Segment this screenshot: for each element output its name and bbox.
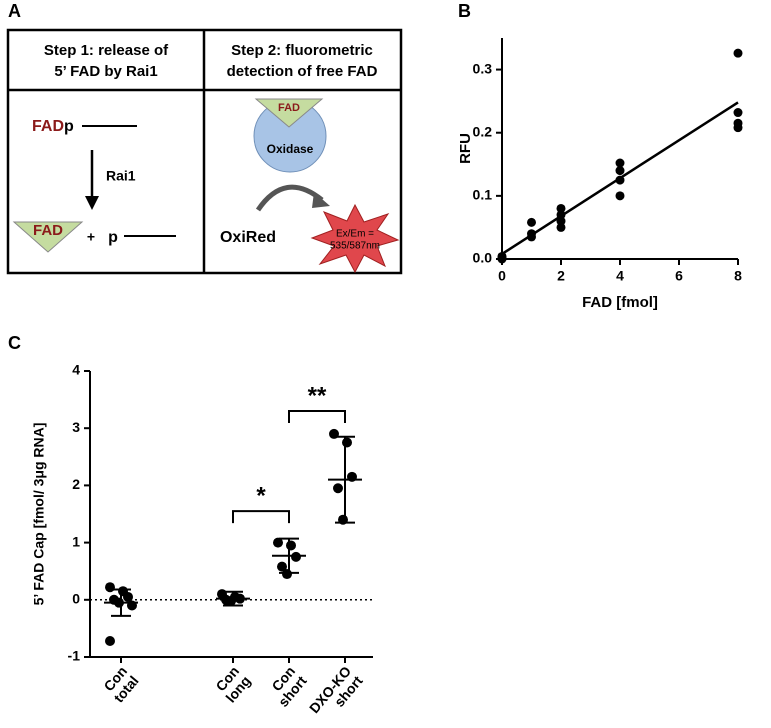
header: detection of free FAD bbox=[227, 63, 378, 80]
signal-label: Ex/Em = bbox=[336, 229, 374, 240]
x-tick-label: 2 bbox=[557, 268, 565, 284]
error-bar bbox=[111, 588, 131, 617]
y-tick-label: 3 bbox=[72, 419, 80, 435]
probe-label: OxiRed bbox=[220, 229, 276, 246]
significance-label: * bbox=[256, 482, 266, 509]
point bbox=[556, 222, 566, 232]
y-tick-label: 0.1 bbox=[473, 187, 493, 203]
signal-star bbox=[310, 203, 400, 274]
significance-label: ** bbox=[308, 382, 327, 409]
point bbox=[105, 635, 115, 646]
header: Step 2: fluorometric bbox=[231, 42, 373, 59]
y-tick-label: 0.2 bbox=[473, 123, 493, 139]
fad-label: FAD bbox=[278, 102, 300, 114]
y-tick-label: 2 bbox=[72, 476, 80, 492]
point bbox=[556, 210, 566, 220]
y-tick-label: -1 bbox=[68, 648, 81, 664]
arrow-head bbox=[312, 192, 330, 208]
arrow-head bbox=[85, 196, 99, 210]
x-axis-label: FAD [fmol] bbox=[582, 294, 658, 311]
point bbox=[342, 437, 352, 448]
panel-label: C bbox=[8, 333, 21, 353]
x-tick-label: 4 bbox=[616, 268, 624, 284]
point bbox=[615, 191, 625, 201]
x-tick-label: 0 bbox=[498, 268, 506, 284]
fad-label: FAD bbox=[32, 118, 64, 135]
panel-label: B bbox=[458, 1, 471, 21]
point bbox=[277, 561, 287, 572]
significance-bracket bbox=[288, 410, 346, 424]
p-label: p bbox=[64, 118, 74, 135]
point bbox=[105, 582, 115, 593]
fad-triangle bbox=[254, 98, 324, 128]
point bbox=[286, 540, 296, 551]
point bbox=[615, 175, 625, 185]
header: Step 1: release of bbox=[44, 42, 169, 59]
error-bar bbox=[335, 435, 355, 524]
error-bar bbox=[279, 537, 299, 574]
point bbox=[615, 166, 625, 176]
x-tick-label: 8 bbox=[734, 268, 742, 284]
point bbox=[291, 551, 301, 562]
y-axis-label: 5’ FAD Cap [fmol/ 3μg RNA] bbox=[31, 423, 47, 606]
fad-label: FAD bbox=[33, 222, 63, 239]
point bbox=[527, 232, 536, 242]
point bbox=[497, 251, 507, 261]
oxidase-label: Oxidase bbox=[267, 142, 314, 156]
signal-label: 535/587nm bbox=[330, 241, 380, 252]
point bbox=[527, 217, 536, 227]
y-axis-label: RFU bbox=[457, 133, 474, 164]
point bbox=[733, 48, 743, 58]
x-tick-label: 6 bbox=[675, 268, 683, 284]
significance-bracket bbox=[232, 510, 290, 524]
point bbox=[273, 537, 283, 548]
point bbox=[123, 591, 133, 602]
diagram: Step 1: release of 5’ FAD by Rai1 Step 2… bbox=[6, 28, 403, 275]
point bbox=[733, 123, 743, 133]
point bbox=[282, 569, 292, 580]
error-bar bbox=[223, 590, 243, 607]
point bbox=[733, 108, 743, 118]
fad-triangle bbox=[12, 221, 84, 253]
y-tick-label: 0.0 bbox=[473, 250, 493, 266]
enzyme: Rai1 bbox=[106, 168, 136, 184]
p-label: p bbox=[108, 229, 118, 246]
point bbox=[615, 158, 625, 168]
header: 5’ FAD by Rai1 bbox=[54, 63, 157, 80]
substrate: FADp bbox=[32, 118, 74, 135]
y-tick-label: 0 bbox=[72, 591, 80, 607]
y-tick-label: 0.3 bbox=[473, 60, 493, 76]
panel-label: A bbox=[8, 1, 21, 21]
y-tick-label: 1 bbox=[72, 533, 80, 549]
plus: + bbox=[87, 229, 95, 245]
point bbox=[333, 483, 343, 494]
point bbox=[556, 216, 566, 226]
point bbox=[226, 595, 236, 606]
y-tick-label: 4 bbox=[72, 362, 80, 378]
point bbox=[556, 203, 566, 213]
